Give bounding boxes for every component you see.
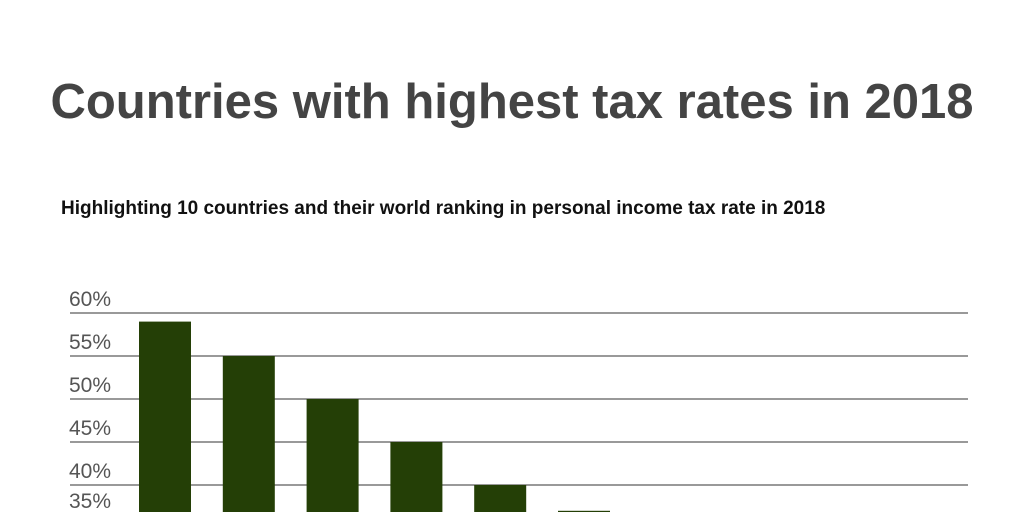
bar	[558, 510, 610, 512]
y-tick-label: 50%	[69, 374, 111, 397]
bar	[306, 399, 359, 512]
bar	[139, 321, 191, 512]
bar	[390, 442, 443, 512]
y-tick-label: 60%	[69, 288, 111, 311]
y-tick-label: 40%	[69, 460, 111, 483]
bar	[474, 485, 527, 512]
y-tick-label: 55%	[69, 331, 111, 354]
chart-subtitle: Highlighting 10 countries and their worl…	[61, 198, 826, 219]
y-tick-label: 35%	[69, 490, 111, 512]
chart-title: Countries with highest tax rates in 2018	[50, 75, 974, 129]
y-tick-label: 45%	[69, 417, 111, 440]
bar	[222, 356, 275, 512]
